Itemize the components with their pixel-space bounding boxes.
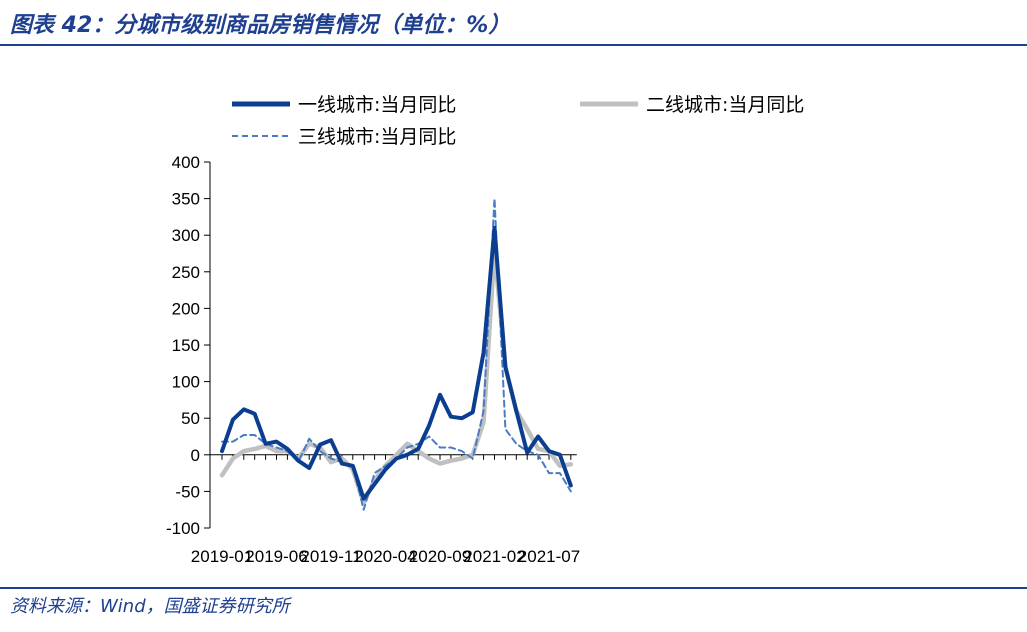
y-tick-label: 0 (191, 446, 200, 465)
legend-label-1: 一线城市:当月同比 (298, 94, 456, 116)
y-tick-label: -50 (175, 482, 200, 501)
y-tick-label: 50 (181, 409, 200, 428)
x-tick-label: 2020-04 (354, 547, 416, 566)
legend-label-2: 二线城市:当月同比 (646, 94, 804, 116)
footer-divider (0, 587, 1027, 589)
y-tick-label: 150 (172, 336, 200, 355)
x-tick-label: 2019-11 (300, 547, 361, 566)
series-line-3 (221, 197, 572, 511)
y-tick-label: 300 (172, 226, 200, 245)
y-tick-label: 350 (172, 190, 200, 209)
y-tick-label: 200 (172, 299, 200, 318)
x-tick-label: 2021-07 (518, 547, 580, 566)
chart-series (219, 197, 574, 511)
y-tick-label: -100 (166, 519, 200, 538)
chart-axes: 400350300250200150100500-50-1002019-0120… (166, 153, 580, 566)
x-tick-label: 2021-02 (463, 547, 525, 566)
y-tick-label: 400 (172, 153, 200, 172)
y-tick-label: 250 (172, 263, 200, 282)
x-tick-label: 2019-06 (245, 547, 307, 566)
legend-label-3: 三线城市:当月同比 (298, 126, 456, 148)
x-tick-label: 2020-09 (409, 547, 471, 566)
x-tick-label: 2019-01 (191, 547, 253, 566)
header-bar: 图表 42：分城市级别商品房销售情况（单位：%） (0, 0, 1027, 46)
series-line-1 (220, 225, 573, 501)
series-line-2 (219, 247, 574, 505)
figure-title: 图表 42：分城市级别商品房销售情况（单位：%） (10, 13, 511, 38)
y-tick-label: 100 (172, 373, 200, 392)
source-note: 资料来源：Wind，国盛证券研究所 (10, 596, 290, 617)
